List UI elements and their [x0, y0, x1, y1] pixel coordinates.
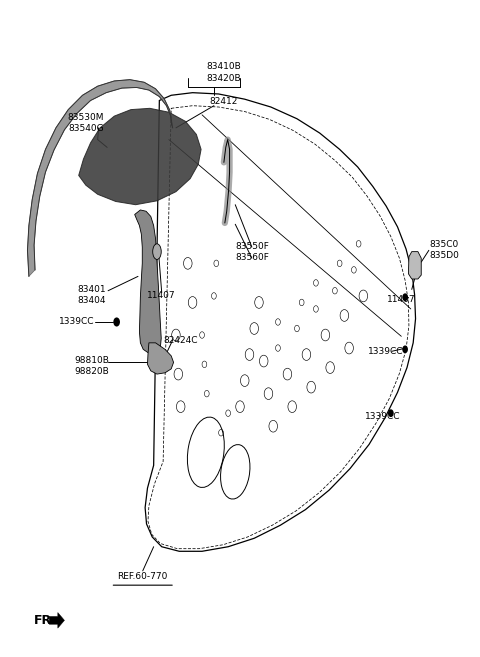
Text: 83410B
83420B: 83410B 83420B [206, 62, 241, 83]
Text: 1339CC: 1339CC [59, 317, 94, 327]
Polygon shape [27, 79, 173, 277]
Text: 835C0
835D0: 835C0 835D0 [430, 240, 460, 260]
Polygon shape [135, 210, 161, 355]
Text: FR.: FR. [34, 614, 57, 627]
Text: 82412: 82412 [209, 97, 238, 106]
Ellipse shape [153, 244, 161, 260]
Text: REF.60-770: REF.60-770 [118, 572, 168, 581]
Text: 1339CC: 1339CC [368, 347, 404, 356]
Polygon shape [49, 612, 64, 628]
Polygon shape [79, 108, 201, 205]
Text: 83401
83404: 83401 83404 [78, 285, 106, 306]
Text: 11407: 11407 [387, 295, 416, 304]
Polygon shape [147, 343, 174, 374]
Circle shape [388, 409, 394, 417]
Polygon shape [408, 252, 421, 279]
Text: 82424C: 82424C [164, 336, 198, 345]
Circle shape [113, 317, 120, 327]
Text: 11407: 11407 [147, 291, 176, 300]
Text: 83550F
83560F: 83550F 83560F [235, 242, 269, 261]
Text: 98810B
98820B: 98810B 98820B [74, 355, 109, 376]
Text: 1339CC: 1339CC [365, 412, 400, 421]
Circle shape [402, 293, 408, 301]
Circle shape [402, 346, 408, 353]
Text: 83530M
83540G: 83530M 83540G [68, 113, 104, 133]
